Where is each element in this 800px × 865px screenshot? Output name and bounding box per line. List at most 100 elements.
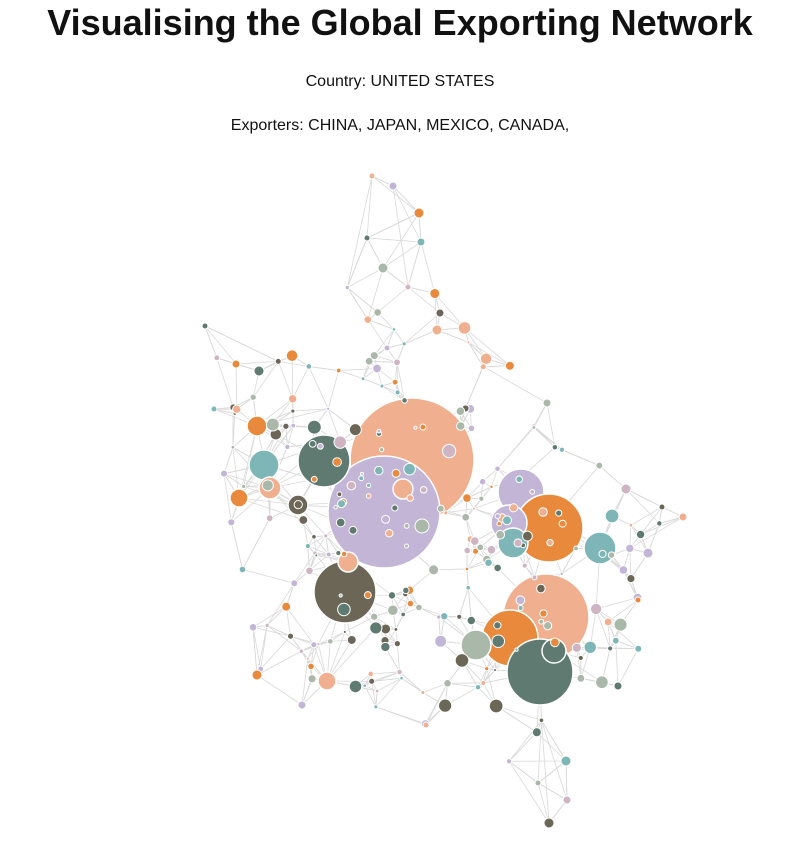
country-node[interactable] — [308, 439, 317, 448]
country-node[interactable] — [536, 583, 546, 594]
country-node[interactable] — [491, 634, 506, 648]
country-node[interactable] — [376, 428, 382, 434]
country-node[interactable] — [387, 591, 397, 600]
country-node[interactable] — [576, 673, 586, 683]
country-node[interactable] — [642, 547, 654, 559]
country-node[interactable] — [471, 506, 476, 511]
country-node[interactable] — [310, 641, 318, 649]
country-node[interactable] — [365, 482, 372, 489]
country-node[interactable] — [238, 565, 247, 574]
country-node[interactable] — [307, 662, 315, 671]
country-node[interactable] — [231, 359, 241, 369]
country-node[interactable] — [456, 613, 463, 620]
country-node[interactable] — [457, 321, 472, 335]
country-node[interactable] — [314, 553, 319, 558]
country-node[interactable] — [462, 493, 472, 503]
country-node[interactable] — [493, 563, 502, 573]
country-node[interactable] — [286, 632, 295, 640]
country-node[interactable] — [401, 397, 408, 404]
country-node[interactable] — [384, 528, 394, 538]
country-node[interactable] — [436, 504, 445, 513]
country-node[interactable] — [342, 629, 347, 634]
country-node[interactable] — [484, 558, 493, 567]
country-node-large[interactable] — [460, 629, 492, 661]
country-node[interactable] — [467, 424, 476, 433]
country-node[interactable] — [455, 406, 466, 416]
country-node[interactable] — [305, 363, 313, 370]
country-node[interactable] — [428, 564, 440, 576]
country-node[interactable] — [595, 461, 604, 470]
country-node[interactable] — [290, 579, 299, 588]
country-node[interactable] — [305, 656, 310, 661]
country-node[interactable] — [227, 518, 236, 527]
country-node[interactable] — [678, 512, 688, 522]
country-node-large[interactable] — [246, 415, 268, 437]
country-node[interactable] — [476, 543, 485, 552]
country-node[interactable] — [379, 446, 385, 453]
country-node[interactable] — [337, 602, 351, 617]
country-node-large[interactable] — [248, 449, 280, 481]
country-node[interactable] — [210, 405, 218, 413]
country-node[interactable] — [469, 536, 480, 546]
country-node[interactable] — [419, 423, 427, 431]
country-node[interactable] — [365, 493, 372, 499]
country-node-large[interactable] — [229, 488, 249, 508]
country-node[interactable] — [443, 679, 452, 688]
country-node[interactable] — [348, 679, 363, 694]
country-node[interactable] — [232, 404, 242, 414]
country-node[interactable] — [415, 603, 423, 612]
country-node[interactable] — [440, 612, 449, 621]
country-node[interactable] — [555, 509, 563, 517]
country-node[interactable] — [406, 599, 415, 608]
country-node[interactable] — [562, 795, 572, 805]
country-node[interactable] — [583, 640, 597, 654]
country-node[interactable] — [360, 376, 366, 382]
country-node[interactable] — [531, 574, 538, 581]
country-node[interactable] — [379, 383, 385, 389]
country-node[interactable] — [380, 641, 391, 653]
country-node[interactable] — [478, 495, 485, 502]
country-node[interactable] — [367, 670, 374, 678]
country-node[interactable] — [454, 653, 470, 668]
country-node[interactable] — [495, 529, 506, 540]
country-node[interactable] — [401, 341, 407, 347]
country-node[interactable] — [435, 308, 445, 318]
country-node[interactable] — [372, 363, 382, 374]
country-node[interactable] — [480, 679, 487, 686]
country-node[interactable] — [634, 644, 643, 653]
country-node[interactable] — [505, 758, 513, 765]
country-node[interactable] — [340, 550, 348, 558]
country-node[interactable] — [346, 480, 357, 491]
country-node[interactable] — [538, 717, 545, 724]
country-node[interactable] — [613, 681, 623, 691]
country-node[interactable] — [613, 617, 628, 632]
country-node[interactable] — [489, 484, 494, 490]
country-node[interactable] — [438, 698, 453, 713]
exporting-network-graph[interactable] — [0, 150, 800, 860]
country-node[interactable] — [336, 491, 343, 498]
country-node-large[interactable] — [317, 671, 337, 691]
country-node[interactable] — [414, 518, 430, 534]
country-node[interactable] — [571, 642, 582, 653]
country-node[interactable] — [290, 408, 296, 414]
country-node[interactable] — [281, 601, 292, 612]
country-node[interactable] — [539, 609, 548, 618]
country-node[interactable] — [311, 533, 317, 540]
country-node[interactable] — [502, 515, 512, 526]
country-node[interactable] — [626, 574, 636, 584]
country-node[interactable] — [304, 543, 311, 550]
country-node[interactable] — [282, 422, 290, 430]
country-node[interactable] — [388, 181, 398, 191]
country-node[interactable] — [478, 477, 487, 486]
country-node[interactable] — [517, 605, 524, 611]
country-node[interactable] — [531, 425, 537, 430]
country-node[interactable] — [274, 357, 282, 365]
country-node[interactable] — [443, 510, 449, 516]
country-node[interactable] — [391, 327, 397, 332]
country-node[interactable] — [551, 443, 559, 451]
country-node[interactable] — [323, 533, 329, 539]
country-node[interactable] — [538, 618, 545, 625]
country-node[interactable] — [338, 593, 343, 598]
country-node[interactable] — [515, 595, 526, 606]
country-node[interactable] — [466, 615, 477, 626]
